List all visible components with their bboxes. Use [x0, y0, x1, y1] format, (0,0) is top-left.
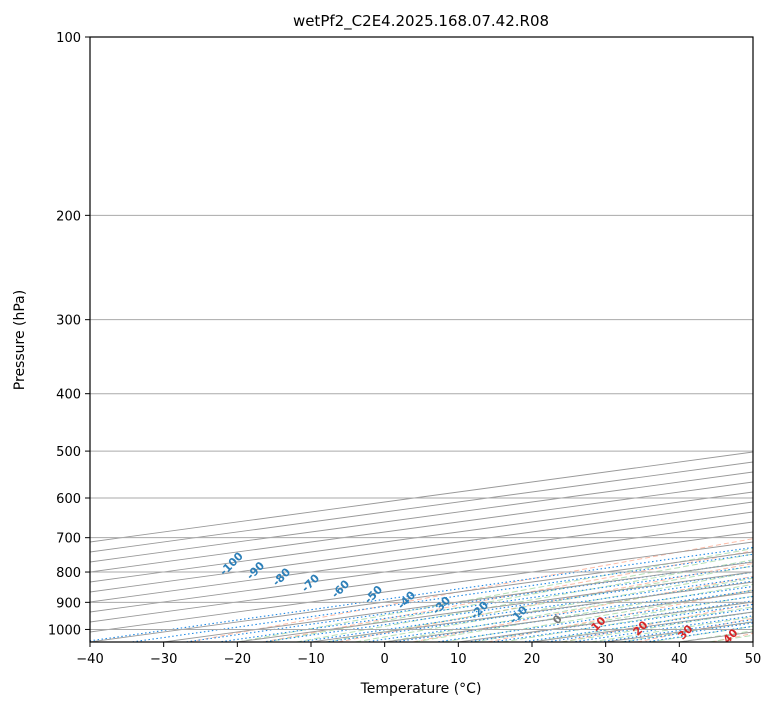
- y-tick-label: 200: [56, 209, 81, 224]
- moist-adiabat: [473, 595, 753, 642]
- x-tick-label: 0: [381, 652, 389, 667]
- isotherm-line: [679, 631, 753, 642]
- moist-adiabat: [679, 630, 753, 642]
- chart-title: wetPf2_C2E4.2025.168.07.42.R08: [293, 12, 549, 31]
- isotherm-line: [90, 491, 753, 583]
- x-tick-label: 40: [671, 652, 688, 667]
- x-axis-label: Temperature (°C): [360, 681, 482, 697]
- dry-adiabat: [711, 632, 753, 642]
- mixing-ratio-line: [572, 615, 753, 642]
- moist-adiabat: [414, 583, 753, 642]
- y-tick-label: 600: [56, 492, 81, 507]
- isotherm-line: [310, 581, 753, 642]
- moist-adiabat: [561, 611, 753, 642]
- y-tick-label: 500: [56, 445, 81, 460]
- x-tick-label: 30: [597, 652, 614, 667]
- mixing-ratio-line: [522, 608, 753, 642]
- x-tick-label: 50: [745, 652, 762, 667]
- x-tick-label: −30: [150, 652, 177, 667]
- mixing-ratio-line: [218, 565, 753, 642]
- x-tick-label: −40: [76, 652, 103, 667]
- isotherm-line: [90, 461, 753, 553]
- mixing-ratio-line: [599, 619, 753, 642]
- isotherm-line: [605, 621, 753, 642]
- x-tick-label: −10: [297, 652, 324, 667]
- x-tick-label: 20: [524, 652, 541, 667]
- moist-adiabat: [355, 571, 753, 642]
- moist-adiabat: [384, 577, 753, 642]
- dry-adiabat: [338, 562, 753, 642]
- isotherm-line: [90, 521, 753, 613]
- moist-adiabat: [237, 548, 753, 642]
- moist-adiabat: [708, 634, 753, 642]
- moist-adiabat: [502, 601, 753, 642]
- y-tick-label: 1000: [48, 623, 81, 638]
- y-axis-label: Pressure (hPa): [12, 290, 28, 390]
- isotherm-line: [90, 471, 753, 563]
- isotherm-line: [90, 551, 753, 642]
- x-tick-label: 10: [450, 652, 467, 667]
- mixing-ratio-line: [90, 546, 753, 642]
- moist-adiabat: [649, 625, 753, 642]
- isotherm-line: [90, 541, 753, 633]
- isotherm-line: [90, 481, 753, 573]
- y-tick-label: 100: [56, 31, 81, 46]
- dry-adiabat: [487, 589, 753, 642]
- moist-adiabat: [266, 553, 753, 642]
- isotherm-line: [752, 641, 753, 642]
- dry-adiabat: [636, 617, 753, 642]
- y-tick-label: 700: [56, 532, 81, 547]
- isotherm-line: [90, 511, 753, 603]
- isotherm-line: [90, 451, 753, 543]
- dry-adiabat: [562, 603, 753, 642]
- isotherm-label: 10: [589, 614, 609, 634]
- isotherm-line: [384, 591, 753, 642]
- x-tick-label: −20: [224, 652, 251, 667]
- isotherm-label: 0: [550, 612, 565, 627]
- isotherm-label: 30: [676, 622, 696, 642]
- y-tick-label: 300: [56, 314, 81, 329]
- isotherm-line: [90, 531, 753, 623]
- y-tick-label: 400: [56, 388, 81, 403]
- plot-frame: [89, 36, 754, 643]
- y-tick-label: 900: [56, 596, 81, 611]
- dry-adiabat: [412, 575, 753, 642]
- y-tick-label: 800: [56, 566, 81, 581]
- dry-adiabat: [263, 550, 753, 642]
- moist-adiabat: [296, 559, 753, 642]
- isotherm-line: [90, 501, 753, 593]
